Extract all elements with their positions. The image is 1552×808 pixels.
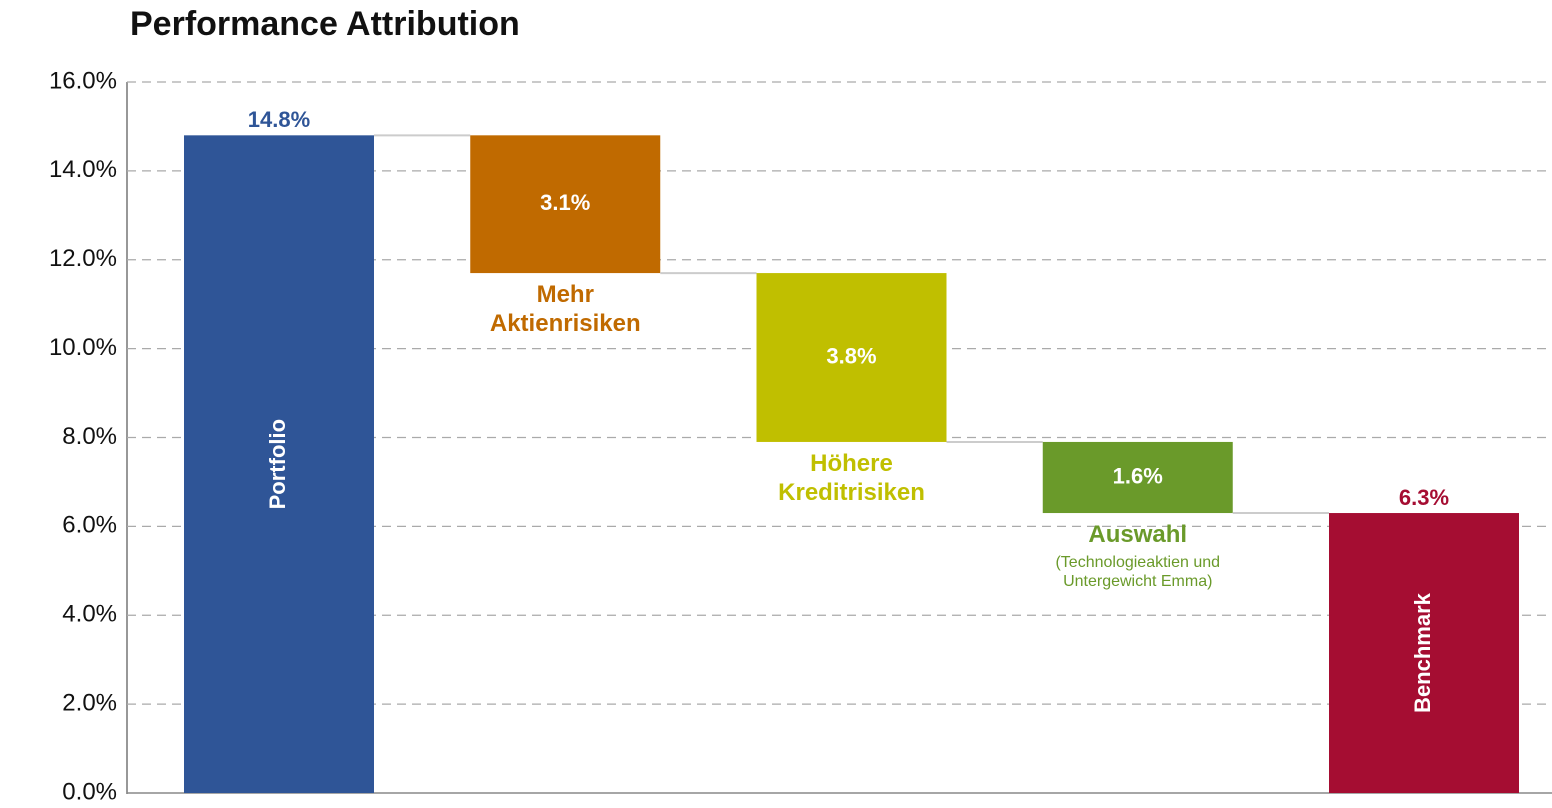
- category-label: Auswahl: [1088, 521, 1188, 549]
- y-tick-label: 4.0%: [62, 601, 117, 628]
- category-label-box: Höhere Kreditrisiken: [778, 449, 925, 506]
- category-label: Benchmark: [1410, 592, 1435, 713]
- y-tick-label: 14.0%: [49, 156, 117, 183]
- category-label-box: Mehr Aktienrisiken: [489, 281, 641, 337]
- bar: [1042, 441, 1233, 514]
- category-label-box: Auswahl: [1088, 521, 1188, 549]
- chart-title: Performance Attribution: [130, 5, 520, 43]
- y-tick-label: 12.0%: [49, 245, 117, 272]
- y-tick-label: 2.0%: [62, 689, 117, 716]
- y-tick-label: 16.0%: [49, 67, 117, 94]
- y-tick-label: 6.0%: [62, 512, 117, 539]
- category-label: Höhere Kreditrisiken: [778, 449, 925, 506]
- bar: [1329, 513, 1519, 793]
- value-label: 3.8%: [826, 343, 876, 368]
- category-label: Mehr Aktienrisiken: [489, 281, 641, 337]
- bar: [756, 273, 947, 442]
- bar: [184, 135, 374, 793]
- category-label: Portfolio: [265, 419, 290, 509]
- note: (Technologieaktien und Untergewicht Emma…: [1055, 554, 1221, 591]
- note-box: (Technologieaktien und Untergewicht Emma…: [1055, 554, 1221, 591]
- value-label: 1.6%: [1113, 463, 1163, 488]
- y-tick-label: 8.0%: [62, 423, 117, 450]
- y-tick-label: 10.0%: [49, 334, 117, 361]
- y-tick-label: 0.0%: [62, 778, 117, 805]
- value-label: 3.1%: [540, 190, 590, 215]
- value-label: 6.3%: [1399, 485, 1449, 510]
- bar: [470, 135, 661, 274]
- value-label: 14.8%: [248, 107, 310, 132]
